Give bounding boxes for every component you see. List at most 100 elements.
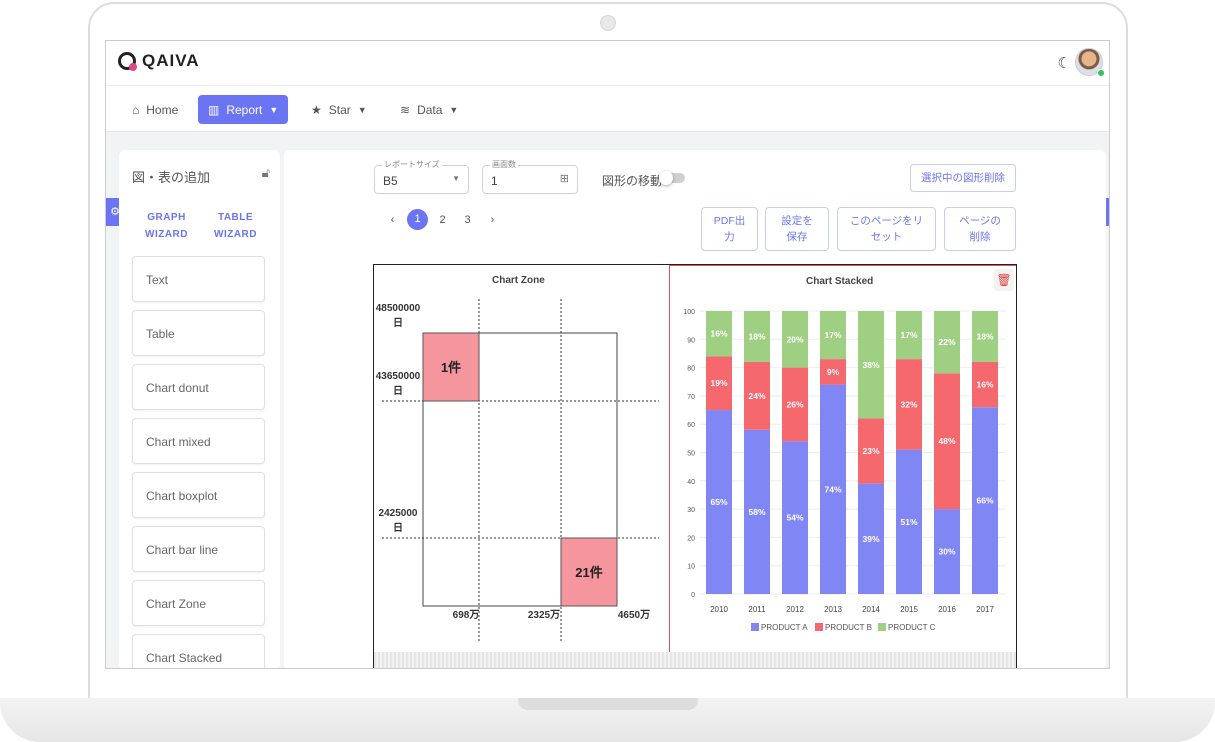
stacked-x-tick-5: 2015	[900, 605, 918, 614]
home-icon: ⌂	[132, 102, 140, 117]
stacked-chart: 0 10 20 30 40 50 60 70 80 90 100 65% 19% 16% 2010 58% 24…	[683, 309, 1006, 632]
top-bar: QAIVA ☾	[106, 41, 1109, 86]
graph-wizard-button[interactable]: GRAPH WIZARD	[145, 209, 188, 243]
stacked-y-tick-5: 50	[687, 451, 695, 458]
nav-data[interactable]: ≋ Data ▼	[390, 95, 468, 124]
zone-y-tick-2: 2425000	[379, 508, 418, 519]
stacked-value-label-2017-2: 18%	[976, 331, 993, 341]
add-chart-donut-button[interactable]: Chart donut	[132, 364, 265, 410]
stacked-bar-2013-1	[820, 359, 846, 385]
stacked-y-tick-9: 90	[687, 337, 695, 344]
report-size-label: レポートサイズ	[382, 159, 442, 170]
reset-page-button[interactable]: このページをリ セット	[837, 207, 936, 251]
legend-swatch-2	[878, 623, 886, 631]
dark-mode-icon[interactable]: ☾	[1057, 55, 1071, 72]
delete-selected-button[interactable]: 選択中の図形削除	[910, 164, 1016, 192]
add-text-button[interactable]: Text	[132, 256, 265, 302]
legend-label-2: PRODUCT C	[888, 623, 936, 632]
report-size-select[interactable]: レポートサイズ B5 ▼	[374, 159, 469, 194]
unlock-icon[interactable]: 🔓︎	[261, 165, 270, 180]
report-canvas[interactable]: Chart Zone 1件 21件 48500000 日 43650000 日 242500…	[373, 264, 1017, 668]
zone-x-tick-1: 2325万	[528, 609, 560, 621]
stacked-bar-2016-2	[934, 311, 960, 374]
legend-swatch-1	[815, 623, 823, 631]
bar-chart-icon: ▥	[208, 102, 220, 117]
nav-home-label: Home	[146, 102, 179, 117]
stacked-bar-2015-2	[896, 311, 922, 360]
zone-plot-frame	[422, 332, 618, 607]
stacked-value-label-2010-2: 16%	[710, 329, 727, 339]
stacked-value-label-2015-0: 51%	[900, 517, 917, 527]
element-panel: 図・表の追加 🔓︎ GRAPH WIZARD TABLE WIZARD Text…	[119, 150, 280, 668]
stacked-chart-title: Chart Stacked	[806, 276, 874, 287]
chevron-down-icon: ▼	[449, 104, 459, 115]
stacked-value-label-2011-0: 58%	[748, 507, 765, 517]
stacked-bar-2015-0	[896, 449, 922, 594]
app-logo[interactable]: QAIVA	[118, 51, 200, 71]
stacked-value-label-2013-0: 74%	[824, 484, 841, 494]
zone-y-unit-2: 日	[393, 522, 403, 534]
stacked-value-label-2015-1: 32%	[900, 399, 917, 409]
chevron-down-icon: ▼	[357, 104, 367, 115]
zone-x-tick-0: 698万	[453, 609, 480, 621]
prev-page-icon[interactable]: ‹	[390, 213, 395, 226]
stacked-value-label-2010-1: 19%	[710, 378, 727, 388]
stacked-bar-2010-1	[706, 356, 732, 411]
add-page-icon[interactable]: ⊞	[559, 173, 569, 185]
stacked-chart-widget[interactable]: Chart Stacked 🗑︎ 0 10 20 30 40 50 60 70 80 90 100 6…	[669, 265, 1016, 653]
next-page-icon[interactable]: ›	[490, 213, 495, 226]
stacked-bar-2011-0	[744, 429, 770, 594]
panel-title: 図・表の追加	[132, 170, 211, 185]
delete-page-button[interactable]: ページの 削除	[944, 207, 1016, 251]
add-table-button[interactable]: Table	[132, 310, 265, 356]
zone-y-tick-0: 48500000	[376, 303, 421, 314]
move-shapes-label: 図形の移動	[602, 174, 663, 188]
graph-wizard-line2: WIZARD	[145, 229, 188, 240]
stacked-bar-2017-0	[972, 407, 998, 594]
save-settings-button[interactable]: 設定を 保存	[765, 207, 829, 251]
star-icon: ★	[311, 102, 322, 117]
page-2-button[interactable]: 2	[439, 213, 446, 226]
page-count-field[interactable]: 画面数 1 ⊞	[482, 159, 578, 194]
trash-icon[interactable]: 🗑︎	[994, 269, 1014, 291]
stacked-bar-2012-0	[782, 441, 808, 594]
stacked-bar-2014-2	[858, 311, 884, 419]
add-chart-zone-button[interactable]: Chart Zone	[132, 580, 265, 626]
delete-page-line2: 削除	[969, 231, 991, 243]
page-1-button[interactable]: 1	[407, 209, 428, 230]
add-chart-stacked-button[interactable]: Chart Stacked	[132, 634, 265, 668]
stacked-bar-2010-0	[706, 410, 732, 594]
stacked-value-label-2012-0: 54%	[786, 513, 803, 523]
table-wizard-button[interactable]: TABLE WIZARD	[214, 209, 257, 243]
stacked-value-label-2012-2: 20%	[786, 334, 803, 344]
stacked-value-label-2013-2: 17%	[824, 330, 841, 340]
nav-home[interactable]: ⌂ Home	[122, 95, 188, 124]
table-wizard-line2: WIZARD	[214, 229, 257, 240]
page-3-button[interactable]: 3	[464, 213, 471, 226]
stacked-y-tick-0: 0	[691, 592, 695, 599]
app-name: QAIVA	[142, 51, 200, 70]
nav-report-label: Report	[226, 102, 263, 117]
database-icon: ≋	[400, 102, 411, 117]
zone-y-tick-1: 43650000	[376, 371, 421, 382]
pagination: ‹ 1 2 3 ›	[380, 209, 505, 230]
nav-star[interactable]: ★ Star ▼	[301, 95, 377, 124]
stacked-bar-2012-2	[782, 311, 808, 368]
stacked-x-tick-2: 2012	[786, 605, 804, 614]
nav-report[interactable]: ▥ Report ▼	[198, 95, 289, 124]
add-chart-mixed-button[interactable]: Chart mixed	[132, 418, 265, 464]
zone-chart[interactable]: 1件 21件 48500000 日 43650000 日 2425000 日 698万 2325万…	[374, 265, 669, 653]
stacked-value-label-2017-1: 16%	[976, 380, 993, 390]
pdf-export-button[interactable]: PDF出力	[701, 207, 758, 251]
stacked-x-tick-7: 2017	[976, 605, 994, 614]
stacked-bar-2016-1	[934, 373, 960, 510]
stacked-value-label-2014-2: 38%	[862, 360, 879, 370]
add-chart-boxplot-button[interactable]: Chart boxplot	[132, 472, 265, 518]
move-shapes-toggle[interactable]	[659, 171, 685, 185]
reset-page-line2: セット	[870, 231, 903, 243]
add-chart-bar-line-button[interactable]: Chart bar line	[132, 526, 265, 572]
legend-label-1: PRODUCT B	[825, 623, 872, 632]
stacked-bar-2010-2	[706, 311, 732, 357]
report-size-value: B5	[383, 174, 398, 188]
stacked-x-tick-0: 2010	[710, 605, 728, 614]
